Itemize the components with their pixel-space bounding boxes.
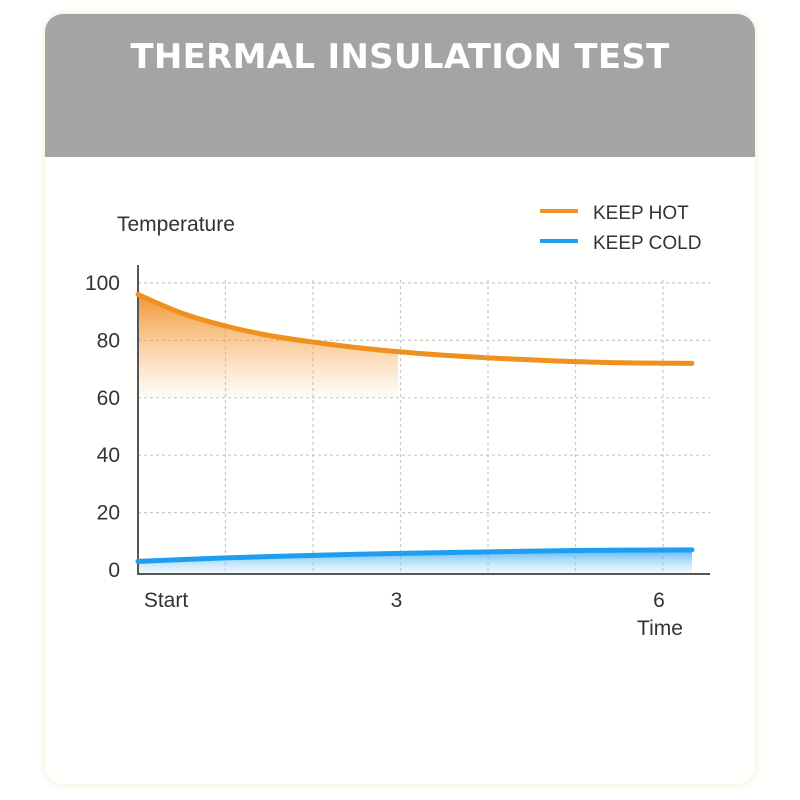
x-tick-label: Start bbox=[144, 589, 189, 612]
y-tick-label: 80 bbox=[97, 329, 120, 352]
chart-title: THERMAL INSULATION TEST bbox=[130, 37, 670, 77]
y-tick-label: 0 bbox=[108, 559, 120, 582]
y-axis-label: Temperature bbox=[117, 213, 235, 236]
legend-hot-label: KEEP HOT bbox=[593, 203, 689, 224]
x-tick-label: 3 bbox=[391, 589, 403, 612]
keep-hot-area bbox=[138, 294, 398, 398]
x-axis-label: Time bbox=[637, 617, 683, 640]
header-banner: THERMAL INSULATION TEST bbox=[45, 14, 755, 157]
x-tick-label: 6 bbox=[653, 589, 665, 612]
chart-card: THERMAL INSULATION TEST bbox=[45, 14, 755, 784]
y-tick-label: 40 bbox=[97, 444, 120, 467]
y-tick-label: 60 bbox=[97, 387, 120, 410]
keep-cold-area bbox=[138, 549, 692, 573]
legend-cold-label: KEEP COLD bbox=[593, 233, 701, 254]
y-tick-label: 20 bbox=[97, 502, 120, 525]
y-tick-label: 100 bbox=[85, 272, 120, 295]
